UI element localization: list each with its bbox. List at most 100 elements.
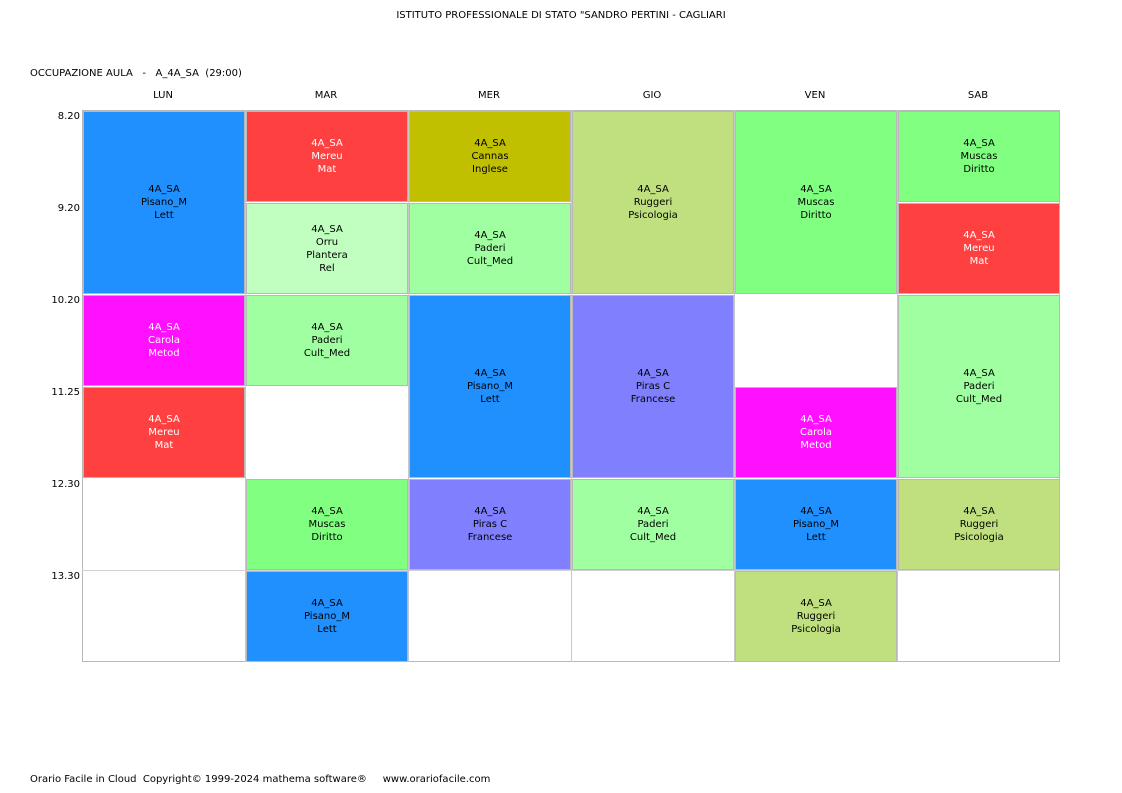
- lesson-line: Psicologia: [628, 210, 678, 221]
- lesson-block[interactable]: 4A_SA Paderi Cult_Med: [898, 295, 1060, 478]
- lesson-block[interactable]: 4A_SA Paderi Cult_Med: [409, 203, 571, 294]
- lesson-line: Lett: [480, 394, 500, 405]
- lesson-line: Psicologia: [954, 532, 1004, 543]
- lesson-block[interactable]: 4A_SA Pisano_M Lett: [735, 479, 897, 570]
- footer-copyright: Orario Facile in Cloud Copyright© 1999-2…: [30, 774, 491, 785]
- lesson-line: Francese: [467, 532, 513, 543]
- time-label: 11.25: [51, 387, 80, 398]
- page-subtitle: OCCUPAZIONE AULA - A_4A_SA (29:00): [30, 68, 242, 79]
- lesson-block[interactable]: 4A_SA Muscas Diritto: [246, 479, 408, 570]
- lesson-line: Metod: [148, 348, 180, 359]
- lesson-line: 4A_SA: [311, 598, 343, 609]
- lesson-line: Muscas: [960, 151, 998, 162]
- lesson-block[interactable]: 4A_SA Carola Metod: [83, 295, 245, 386]
- day-header-mer: MER: [478, 90, 500, 101]
- grid-divider: [734, 110, 735, 662]
- lesson-line: Plantera: [306, 249, 348, 261]
- grid-divider: [245, 110, 246, 662]
- lesson-block[interactable]: 4A_SA Pisano_M Lett: [246, 571, 408, 662]
- lesson-line: Paderi: [637, 519, 669, 530]
- lesson-line: 4A_SA: [474, 230, 506, 241]
- lesson-block[interactable]: 4A_SA Muscas Diritto: [735, 111, 897, 294]
- lesson-line: 4A_SA: [800, 506, 832, 517]
- lesson-block[interactable]: 4A_SA Ruggeri Psicologia: [735, 571, 897, 662]
- lesson-line: Pisano_M: [466, 381, 513, 392]
- timetable-grid: 4A_SA Pisano_M Lett 4A_SA Carola Metod 4A_SA Me…: [82, 110, 1060, 662]
- lesson-line: 4A_SA: [148, 184, 180, 195]
- lesson-line: 4A_SA: [963, 368, 995, 379]
- lesson-line: 4A_SA: [963, 230, 995, 241]
- grid-divider: [82, 570, 1060, 571]
- lesson-block[interactable]: 4A_SA Piras C Francese: [409, 479, 571, 570]
- time-label: 12.30: [51, 479, 80, 490]
- lesson-line: 4A_SA: [311, 223, 343, 235]
- lesson-block[interactable]: 4A_SA Paderi Cult_Med: [246, 295, 408, 386]
- lesson-block[interactable]: 4A_SA Pisano_M Lett: [409, 295, 571, 478]
- lesson-line: Mereu: [963, 243, 995, 254]
- lesson-line: Psicologia: [791, 624, 841, 635]
- day-header-sab: SAB: [967, 90, 989, 101]
- lesson-block[interactable]: 4A_SA Pisano_M Lett: [83, 111, 245, 294]
- lesson-line: Carola: [799, 427, 833, 438]
- day-header-mar: MAR: [314, 90, 338, 101]
- lesson-line: Diritto: [963, 164, 995, 175]
- lesson-line: Mereu: [148, 427, 180, 438]
- lesson-line: Cult_Med: [955, 394, 1003, 405]
- lesson-line: Pisano_M: [140, 197, 187, 208]
- lesson-line: 4A_SA: [311, 322, 343, 333]
- lesson-line: Paderi: [474, 243, 506, 254]
- lesson-block[interactable]: 4A_SA Ruggeri Psicologia: [898, 479, 1060, 570]
- lesson-block[interactable]: 4A_SA Paderi Cult_Med: [572, 479, 734, 570]
- lesson-line: Paderi: [311, 335, 343, 346]
- lesson-line: 4A_SA: [800, 184, 832, 195]
- page-title: ISTITUTO PROFESSIONALE DI STATO "SANDRO …: [396, 10, 726, 21]
- lesson-line: 4A_SA: [963, 506, 995, 517]
- lesson-block[interactable]: 4A_SA Piras C Francese: [572, 295, 734, 478]
- lesson-line: Ruggeri: [796, 611, 836, 622]
- time-label: 9.20: [57, 203, 80, 214]
- lesson-block[interactable]: 4A_SA Mereu Mat: [246, 111, 408, 202]
- lesson-line: Lett: [317, 624, 337, 635]
- lesson-line: Muscas: [797, 197, 835, 208]
- grid-divider: [571, 110, 572, 662]
- lesson-line: Cannas: [471, 151, 509, 162]
- day-header-gio: GIO: [642, 90, 662, 101]
- lesson-line: Mereu: [311, 151, 343, 162]
- lesson-line: Cult_Med: [629, 532, 677, 543]
- lesson-line: 4A_SA: [311, 506, 343, 517]
- lesson-line: Rel: [319, 262, 335, 274]
- time-label: 8.20: [57, 111, 80, 122]
- lesson-line: Cult_Med: [303, 348, 351, 359]
- lesson-line: Mat: [969, 256, 989, 267]
- lesson-line: Piras C: [472, 519, 508, 530]
- lesson-line: 4A_SA: [800, 598, 832, 609]
- lesson-line: Pisano_M: [792, 519, 839, 530]
- lesson-line: 4A_SA: [800, 414, 832, 425]
- lesson-line: 4A_SA: [637, 184, 669, 195]
- lesson-line: Orru: [315, 236, 339, 248]
- lesson-line: Mat: [317, 164, 337, 175]
- lesson-block[interactable]: 4A_SA Muscas Diritto: [898, 111, 1060, 202]
- lesson-line: 4A_SA: [311, 138, 343, 149]
- day-header-ven: VEN: [804, 90, 826, 101]
- lesson-line: Muscas: [308, 519, 346, 530]
- lesson-block[interactable]: 4A_SA Mereu Mat: [898, 203, 1060, 294]
- lesson-line: Lett: [806, 532, 826, 543]
- lesson-block[interactable]: 4A_SA Cannas Inglese: [409, 111, 571, 202]
- lesson-line: 4A_SA: [963, 138, 995, 149]
- lesson-block[interactable]: 4A_SA Carola Metod: [735, 387, 897, 478]
- lesson-line: 4A_SA: [474, 138, 506, 149]
- day-header-lun: LUN: [153, 90, 173, 101]
- lesson-line: Piras C: [635, 381, 671, 392]
- lesson-block[interactable]: 4A_SA Ruggeri Psicologia: [572, 111, 734, 294]
- lesson-line: 4A_SA: [148, 322, 180, 333]
- lesson-line: Inglese: [472, 164, 508, 175]
- lesson-line: Cult_Med: [466, 256, 514, 267]
- time-label: 13.30: [51, 571, 80, 582]
- lesson-block[interactable]: 4A_SA Mereu Mat: [83, 387, 245, 478]
- lesson-line: Diritto: [800, 210, 832, 221]
- lesson-block[interactable]: 4A_SA Orru Plantera Rel: [246, 203, 408, 294]
- lesson-line: 4A_SA: [637, 506, 669, 517]
- grid-divider: [897, 110, 898, 662]
- lesson-line: Lett: [154, 210, 174, 221]
